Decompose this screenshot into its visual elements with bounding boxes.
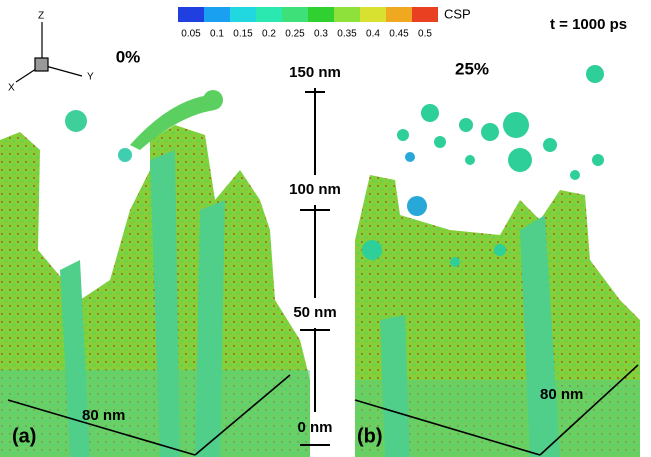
panel-label: (a) [12, 425, 36, 447]
axis-y: Y [87, 72, 94, 83]
colorbar-tick-label: 0.15 [233, 29, 253, 40]
scale-label: 50 nm [293, 304, 336, 321]
colorbar-tick-label: 0.4 [366, 29, 380, 40]
colorbar-tick-label: 0.35 [337, 29, 357, 40]
colorbar-ticks: 0.05 0.1 0.15 0.2 0.25 0.3 0.35 0.4 0.45 0.5 [181, 29, 432, 40]
axis-triad [16, 22, 82, 82]
colorbar-tick-label: 0.2 [262, 29, 276, 40]
panel-a-image [0, 90, 310, 457]
colorbar-tick-label: 0.25 [285, 29, 305, 40]
colorbar [178, 7, 438, 22]
colorbar-tick-label: 0.3 [314, 29, 328, 40]
colorbar-tick-label: 0.45 [389, 29, 409, 40]
fraction-label: 0% [116, 47, 141, 66]
width-label: 80 nm [82, 407, 125, 424]
axis-x: X [8, 83, 15, 94]
time-label: t = 1000 ps [550, 16, 627, 33]
scale-label: 150 nm [289, 64, 341, 81]
colorbar-tick-label: 0.1 [210, 29, 224, 40]
axis-z: Z [38, 11, 44, 22]
figure: CSP 0.050.10.150.20.250.30.350.40.450.5 … [0, 0, 651, 457]
colorbar-tick-label: 0.5 [418, 29, 432, 40]
width-label: 80 nm [540, 386, 583, 403]
scale-label: 0 nm [297, 419, 332, 436]
scale-label: 100 nm [289, 181, 341, 198]
fraction-label: 25% [455, 59, 489, 78]
panel-label: (b) [357, 425, 383, 447]
panel-b-image [355, 65, 640, 457]
colorbar-title: CSP [444, 6, 471, 21]
colorbar-tick-label: 0.05 [181, 29, 201, 40]
